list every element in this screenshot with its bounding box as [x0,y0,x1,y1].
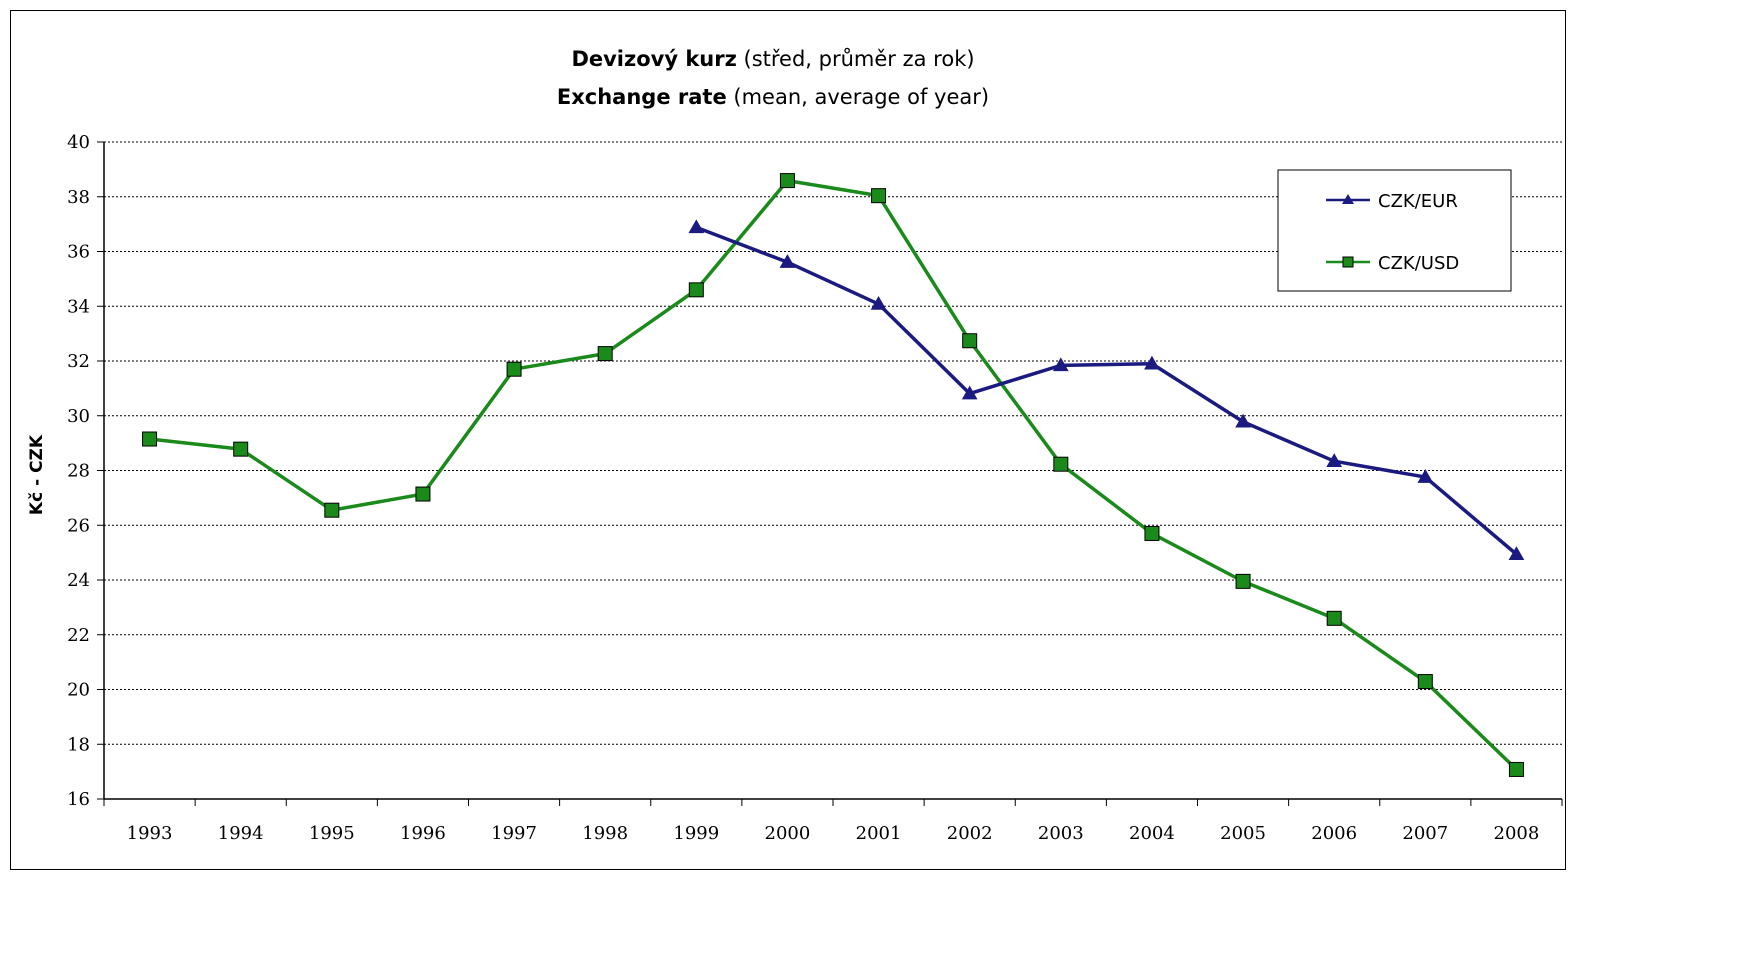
x-tick-label-1999: 1999 [673,823,719,844]
x-tick-label-1993: 1993 [127,823,173,844]
x-tick-label-2000: 2000 [765,823,811,844]
data-point-czk-usd-1997 [506,361,522,377]
chart-title-line-1: Devizový kurz (střed, průměr za rok) [571,47,974,71]
y-tick-label-32: 32 [67,351,90,372]
series-czk-usd [142,173,1524,777]
x-tick-label-2001: 2001 [856,823,902,844]
chart-title-line-1-bold: Devizový kurz [571,47,736,71]
x-tick-label-2005: 2005 [1220,823,1266,844]
y-tick-label-22: 22 [67,625,90,646]
y-tick-label-20: 20 [67,680,90,701]
data-point-czk-usd-2000 [779,173,795,189]
x-tick-label-2004: 2004 [1129,823,1175,844]
data-point-czk-eur-2007 [1417,469,1434,483]
data-point-czk-eur-2001 [870,296,887,310]
y-tick-label-40: 40 [67,132,90,153]
legend-label-czk-usd: CZK/USD [1378,253,1459,274]
legend-box [1277,169,1512,292]
series-czk-eur [688,219,1525,561]
chart-title-line-2-bold: Exchange rate [557,85,727,109]
y-tick-label-38: 38 [67,187,90,208]
data-point-czk-usd-1995 [324,502,340,518]
data-point-czk-eur-2006 [1326,453,1343,467]
y-tick-label-30: 30 [67,406,90,427]
data-point-czk-usd-2004 [1144,525,1160,541]
chart-title-line-1-rest: (střed, průměr za rok) [737,47,975,71]
data-point-czk-usd-1994 [233,441,249,457]
data-point-czk-usd-2002 [962,333,978,349]
data-point-czk-eur-2000 [779,254,796,268]
data-point-czk-usd-2001 [871,188,887,204]
x-tick-label-2002: 2002 [947,823,993,844]
x-tick-label-2006: 2006 [1311,823,1357,844]
data-point-czk-usd-1998 [597,346,613,362]
legend-marker-czk-usd [1342,256,1354,268]
data-point-czk-eur-2008 [1508,546,1525,561]
data-point-czk-usd-2006 [1326,610,1342,626]
data-point-czk-eur-2002 [961,385,978,400]
x-tick-label-2008: 2008 [1494,823,1540,844]
data-point-czk-usd-2008 [1508,761,1524,777]
y-tick-label-24: 24 [67,570,90,591]
series [142,173,1525,777]
data-point-czk-eur-1999 [688,219,705,234]
y-tick-label-34: 34 [67,296,90,317]
data-point-czk-usd-2003 [1053,456,1069,472]
series-line-czk-usd [149,178,1518,771]
x-tick-labels: 1993 1994 1995 1996 1997 1998 1999 2000 2001 2002… [127,823,1540,844]
y-tick-labels: 16 18 20 22 24 26 28 30 32 34 36 38 40 [67,132,90,810]
data-point-czk-usd-1993 [142,431,158,447]
data-point-czk-usd-1999 [688,282,704,298]
data-point-czk-eur-2005 [1235,413,1251,428]
data-point-czk-eur-2003 [1052,357,1069,372]
data-point-czk-usd-2007 [1417,674,1433,690]
gridlines [104,141,1562,745]
y-tick-label-26: 26 [67,515,90,536]
data-point-czk-eur-2004 [1144,355,1160,370]
legend-item-czk-usd: CZK/USD [1326,253,1459,274]
x-tick-label-1995: 1995 [309,823,355,844]
legend: CZK/EUR CZK/USD [1277,169,1512,292]
legend-label-czk-eur: CZK/EUR [1378,191,1458,212]
y-tick-label-28: 28 [67,461,90,482]
series-line-czk-eur [695,225,1518,556]
y-tick-label-18: 18 [67,734,90,755]
y-tick-label-16: 16 [67,789,90,810]
legend-marker-czk-eur [1342,194,1354,204]
chart-title-line-2-rest: (mean, average of year) [727,85,989,109]
data-point-czk-usd-1996 [415,486,431,502]
x-tick-label-1997: 1997 [491,823,537,844]
y-tick-label-36: 36 [67,242,90,263]
chart-title-line-2: Exchange rate (mean, average of year) [557,85,989,109]
x-tick-label-1996: 1996 [400,823,446,844]
data-point-czk-usd-2005 [1235,573,1251,589]
x-tick-label-1998: 1998 [582,823,628,844]
y-axis-title: Kč - CZK [27,434,47,515]
x-tick-label-2007: 2007 [1402,823,1448,844]
x-tick-label-1994: 1994 [218,823,264,844]
axes [97,141,1563,806]
chart-frame [10,10,1566,870]
x-tick-label-2003: 2003 [1038,823,1084,844]
legend-items: CZK/EUR CZK/USD [1326,191,1459,274]
legend-item-czk-eur: CZK/EUR [1326,191,1458,212]
